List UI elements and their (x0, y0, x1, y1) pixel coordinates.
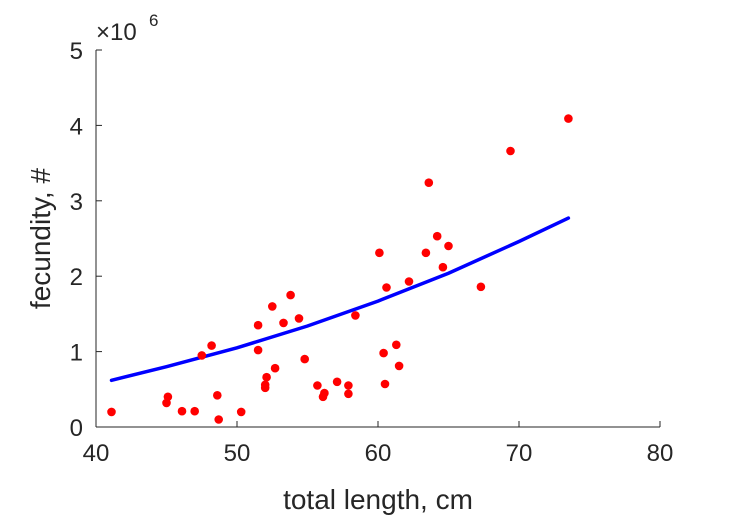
data-point (438, 262, 448, 272)
y-axis-label: fecundity, # (25, 168, 56, 310)
data-point (320, 388, 329, 398)
data-point (213, 391, 222, 400)
data-point (214, 415, 223, 424)
data-point (190, 406, 199, 416)
data-point (375, 248, 384, 258)
data-point (197, 351, 207, 360)
y-tick-label: 5 (70, 38, 83, 65)
data-point (236, 407, 246, 417)
data-point (107, 407, 116, 417)
fit-layer (109, 216, 571, 383)
y-ticks: 0 1 2 3 4 5 (70, 38, 102, 442)
y-tick-label: 2 (70, 264, 83, 291)
x-tick-label: 60 (365, 440, 392, 467)
x-tick-label: 50 (224, 440, 251, 467)
x-tick-label: 40 (83, 440, 110, 467)
data-point (506, 146, 515, 156)
data-point (279, 318, 288, 328)
data-point (444, 241, 453, 251)
data-point (344, 389, 353, 399)
y-exponent-power: 6 (149, 11, 158, 30)
data-point (432, 231, 442, 241)
data-point (300, 354, 310, 364)
points-layer (107, 114, 573, 424)
data-point (404, 277, 414, 286)
data-point (344, 381, 353, 390)
x-tick-label: 70 (506, 440, 533, 467)
data-point (270, 363, 280, 373)
x-tick-label: 80 (647, 440, 674, 467)
data-point (253, 345, 263, 355)
x-ticks: 40 50 60 70 80 (83, 421, 674, 467)
data-point (268, 302, 277, 311)
fit-line (109, 216, 571, 383)
data-point (424, 178, 434, 187)
data-point (163, 392, 173, 402)
data-point (421, 248, 431, 258)
x-axis-label: total length, cm (283, 484, 473, 515)
data-point (476, 282, 486, 292)
data-point (382, 283, 391, 292)
data-point (313, 381, 322, 390)
data-point (207, 341, 216, 350)
y-exponent-label: ×10 (96, 19, 137, 46)
data-point (564, 114, 573, 123)
y-tick-label: 0 (70, 415, 83, 442)
data-point (260, 380, 270, 390)
data-point (332, 377, 342, 387)
data-point (351, 311, 360, 320)
y-tick-label: 4 (70, 113, 83, 140)
data-point (177, 406, 187, 416)
data-point (294, 314, 304, 323)
data-point (380, 379, 390, 389)
y-tick-label: 1 (70, 340, 83, 367)
y-tick-label: 3 (70, 189, 83, 216)
axes (95, 50, 660, 428)
data-point (392, 340, 401, 350)
data-point (394, 361, 404, 371)
data-point (379, 348, 388, 358)
data-point (262, 372, 271, 382)
data-point (253, 320, 263, 330)
data-point (286, 290, 295, 300)
